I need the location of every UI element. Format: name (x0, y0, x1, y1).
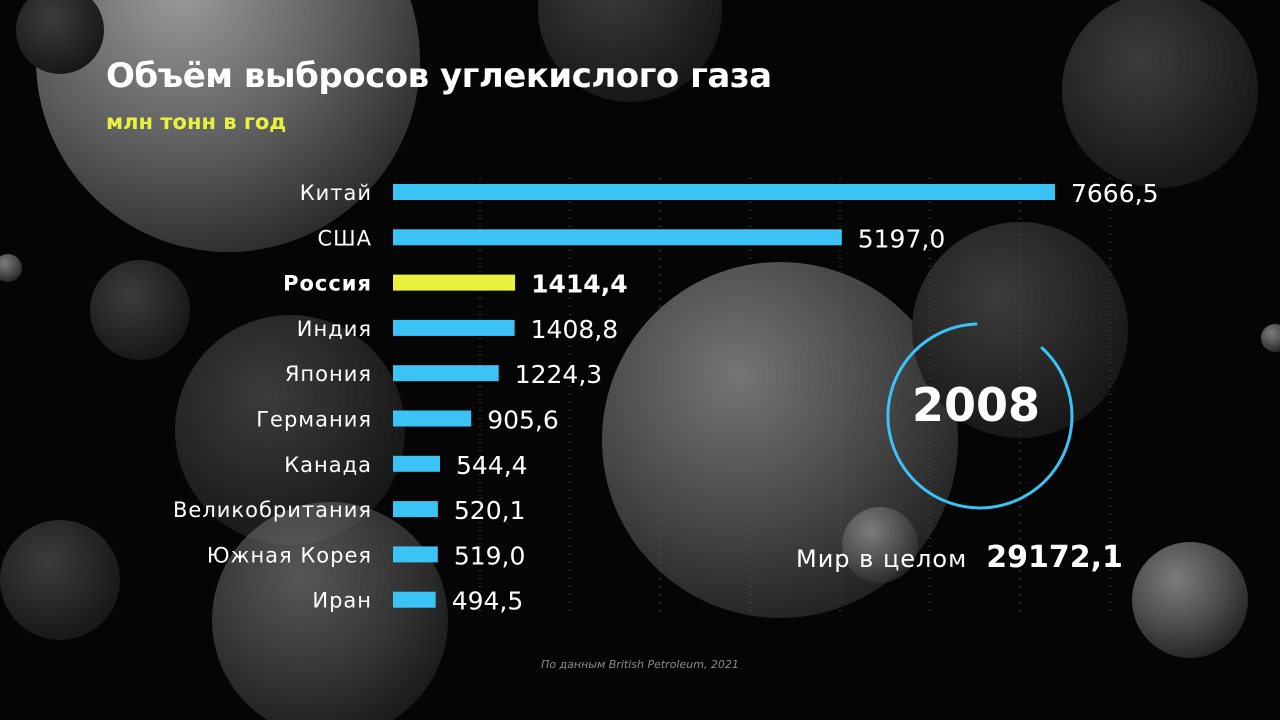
bar (393, 410, 472, 427)
value-label: 905,6 (487, 406, 559, 435)
chart-subtitle: млн тонн в год (106, 110, 287, 134)
value-label: 5197,0 (858, 224, 945, 253)
category-label: США (318, 226, 373, 250)
value-label: 519,0 (454, 541, 526, 570)
value-label: 7666,5 (1071, 179, 1158, 208)
year-progress-ring (886, 322, 1074, 510)
world-total: Мир в целом 29172,1 (796, 540, 1123, 575)
category-label: Иран (312, 589, 372, 613)
category-label: Россия (283, 272, 372, 296)
bar (393, 365, 499, 382)
source-note: По данным British Petroleum, 2021 (541, 658, 739, 671)
bar (393, 229, 842, 246)
category-label: Канада (284, 453, 372, 477)
bar (393, 184, 1055, 200)
category-label: Южная Корея (207, 543, 372, 567)
value-label: 1408,8 (531, 315, 618, 344)
bar (393, 455, 440, 472)
world-total-label: Мир в целом (796, 545, 968, 573)
bar (393, 274, 516, 291)
category-label: Индия (297, 317, 372, 341)
value-label: 494,5 (452, 587, 524, 616)
category-label: Китай (300, 181, 372, 205)
value-label: 544,4 (456, 451, 528, 480)
bar (393, 591, 436, 608)
bar (393, 319, 515, 336)
value-label: 520,1 (454, 496, 526, 525)
chart-title: Объём выбросов углекислого газа (106, 56, 772, 96)
world-total-value: 29172,1 (986, 540, 1123, 575)
bar (393, 546, 438, 563)
value-label: 1414,4 (531, 270, 627, 299)
category-label: Япония (285, 362, 372, 386)
value-label: 1224,3 (515, 360, 602, 389)
year-label: 2008 (911, 378, 1041, 432)
category-label: Великобритания (173, 498, 372, 522)
category-label: Германия (256, 408, 372, 432)
bar (393, 501, 438, 518)
